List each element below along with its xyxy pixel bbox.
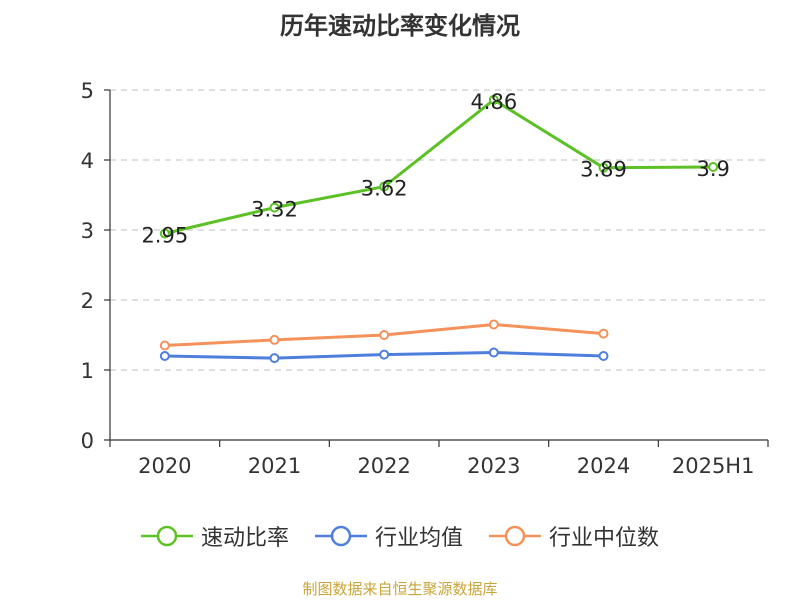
x-tick-label: 2022 [357, 454, 410, 478]
y-tick-label: 5 [81, 79, 94, 103]
data-point [269, 334, 280, 345]
data-point [598, 162, 609, 173]
x-tick-label: 2023 [467, 454, 520, 478]
chart-title: 历年速动比率变化情况 [280, 12, 520, 40]
data-point [379, 349, 390, 360]
axes: 0 1 2 3 4 5 2020 2021 2022 2023 2024 2025H1 [81, 79, 769, 478]
legend-item-series-2[interactable]: 行业中位数 [489, 520, 659, 552]
legend-item-series-1[interactable]: 行业均值 [314, 520, 463, 552]
data-label: 2.95 [141, 224, 188, 248]
legend-circle [504, 525, 526, 547]
legend-item-series-0[interactable]: 速动比率 [140, 520, 289, 552]
series-line-0 [164, 98, 714, 235]
y-tick-label: 2 [81, 289, 94, 313]
y-tick-label: 0 [81, 429, 94, 453]
x-tick-label: 2020 [138, 454, 191, 478]
legend: 速动比率 行业均值 行业中位数 [0, 520, 800, 552]
data-point [159, 340, 170, 351]
legend-marker-icon [140, 525, 193, 547]
legend-label: 速动比率 [200, 526, 289, 551]
data-label: 4.86 [470, 90, 517, 114]
series-lines [159, 94, 719, 364]
x-tick-label: 2025H1 [672, 454, 755, 478]
y-tick-label: 1 [81, 359, 94, 383]
data-point [488, 319, 499, 330]
data-point [708, 162, 719, 172]
data-label: 3.9 [696, 157, 729, 181]
data-point [598, 351, 609, 361]
data-label: 3.32 [251, 198, 298, 222]
y-tick-label: 3 [81, 219, 94, 243]
data-point [269, 353, 280, 364]
legend-circle [156, 525, 178, 547]
x-tick-label: 2024 [577, 454, 630, 478]
data-point [488, 347, 499, 358]
legend-label: 行业均值 [374, 526, 463, 551]
data-label: 3.89 [580, 158, 627, 182]
data-point [159, 351, 170, 361]
data-labels: 2.95 3.32 3.62 4.86 3.89 3.9 [141, 90, 729, 248]
data-label: 3.62 [361, 177, 408, 201]
legend-marker-icon [489, 525, 541, 547]
legend-marker-icon [314, 525, 367, 547]
y-tick-label: 4 [81, 149, 94, 173]
grid-lines [110, 89, 768, 371]
source-note: 制图数据来自恒生聚源数据库 [302, 580, 498, 598]
data-point [379, 330, 390, 340]
legend-circle [330, 525, 352, 547]
x-tick-label: 2021 [248, 454, 301, 478]
data-point [379, 181, 390, 192]
data-point [488, 94, 499, 105]
data-point [598, 328, 609, 339]
data-point [159, 228, 170, 239]
data-point [269, 202, 280, 213]
legend-label: 行业中位数 [549, 526, 660, 551]
